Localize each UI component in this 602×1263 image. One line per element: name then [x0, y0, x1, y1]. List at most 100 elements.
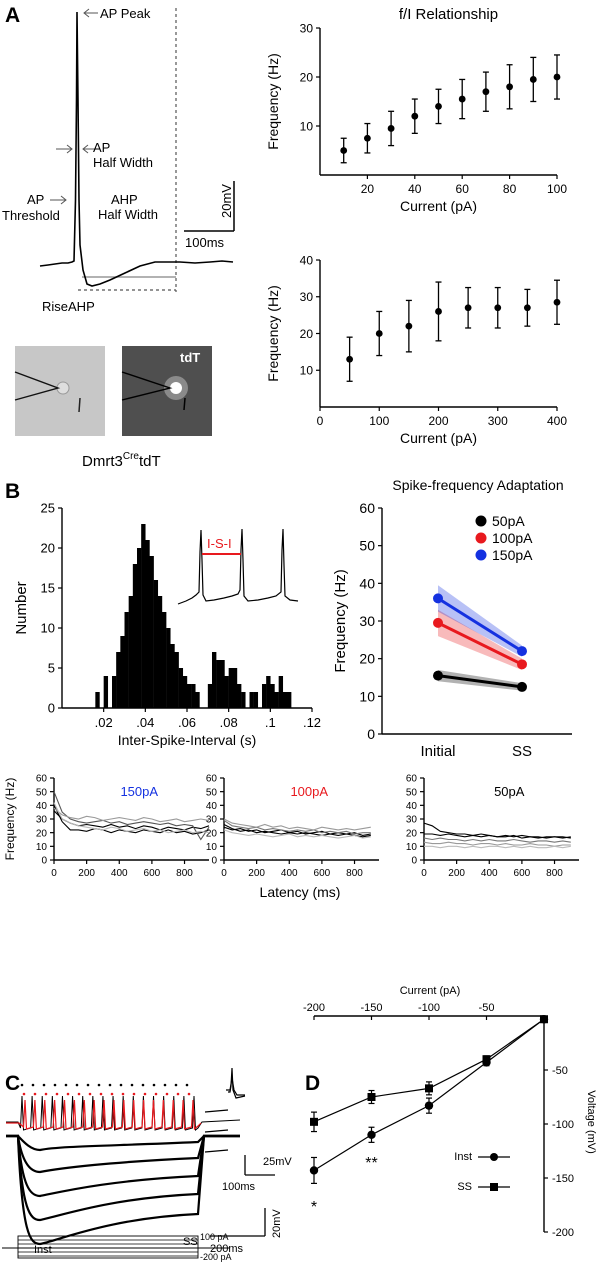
- spike-dot-red: [121, 1092, 125, 1096]
- voltage-traces-panel: 25mV 100ms 20mV 200ms SS Inst 100 pA -200…: [2, 1067, 292, 1262]
- y-tick-label: 0: [48, 701, 55, 716]
- series-point: [433, 593, 443, 604]
- spike-dot-red: [176, 1092, 180, 1096]
- hyperpolarizing-trace: [6, 1134, 240, 1152]
- brightfield-image: [14, 346, 105, 436]
- x-tick-label: 80: [503, 182, 517, 196]
- x-tick-label: 200: [448, 868, 465, 879]
- x-tick-label: -150: [360, 1002, 382, 1014]
- y-tick-label: 20: [36, 828, 48, 839]
- y-tick-label: 60: [406, 774, 418, 785]
- histogram-bar: [141, 524, 146, 708]
- latency-chart-title: 50pA: [494, 784, 525, 799]
- histogram-bar: [237, 684, 242, 708]
- spike-dot-red: [165, 1092, 169, 1096]
- iv-point-ss: [310, 1117, 318, 1126]
- legend-marker: [490, 1183, 498, 1191]
- iv-point-ss: [540, 1015, 548, 1024]
- legend-label: SS: [457, 1181, 472, 1193]
- histogram-bar: [149, 556, 154, 708]
- spike-dot-black: [152, 1083, 156, 1087]
- series-line: [437, 621, 523, 666]
- spike-dot-black: [86, 1083, 90, 1087]
- latency-trace: [223, 829, 371, 839]
- histogram-bar: [253, 692, 259, 708]
- y-tick-label: 5: [48, 661, 55, 676]
- x-tick-label: -100: [418, 1002, 440, 1014]
- x-tick-label: .08: [220, 715, 238, 730]
- data-point: [375, 330, 383, 337]
- y-tick-label: 60: [206, 774, 218, 785]
- x-tick-label: 600: [514, 868, 531, 879]
- spike-dot-red: [132, 1092, 136, 1096]
- adaptation-chart: 0 10 20 30 40 50 60 Initial SS Frequency (Hz) Spik…: [332, 477, 572, 760]
- scale-20mv-label: 20mV: [219, 184, 234, 218]
- isi-inset-label: I-S-I: [207, 536, 232, 551]
- x-tick-label: 200: [428, 414, 448, 428]
- y-tick-label: 0: [411, 856, 417, 867]
- histogram-bar: [278, 676, 284, 708]
- histogram-bar: [182, 676, 188, 708]
- x-axis-label: Current (pA): [400, 198, 477, 214]
- chart-title: Spike-frequency Adaptation: [392, 477, 563, 493]
- scale-100ms-c-label: 100ms: [222, 1181, 256, 1193]
- panel-label-c: C: [5, 1072, 20, 1095]
- x-tick-label: .12: [303, 715, 321, 730]
- latency-trace: [53, 802, 210, 834]
- histogram-bar: [157, 596, 163, 708]
- data-point: [529, 76, 537, 83]
- data-point: [464, 304, 472, 312]
- latency-trace: [424, 845, 571, 849]
- data-point: [553, 298, 561, 306]
- step-bottom-label: -200 pA: [200, 1252, 232, 1262]
- ap-trace-diagram: AP Peak AP Half Width AP Threshold AHP H…: [2, 6, 235, 314]
- x-tick-label: .02: [95, 715, 113, 730]
- fi-chart-2: 0 100 200 300 400 10 20 30 40 Current (pA) Frequen…: [265, 253, 567, 446]
- spike-dot-red: [143, 1092, 147, 1096]
- rise-ahp-label: RiseAHP: [42, 299, 95, 314]
- latency-y-label: Frequency (Hz): [3, 778, 17, 861]
- y-axis-label: Frequency (Hz): [332, 569, 349, 672]
- histogram-bar: [212, 652, 217, 708]
- x-tick-label: 200: [78, 868, 95, 879]
- histogram-bar: [132, 564, 138, 708]
- y-tick-label: 20: [41, 541, 55, 556]
- y-tick-label: 10: [206, 842, 218, 853]
- latency-trace: [423, 822, 571, 839]
- spike-dot-red: [33, 1092, 37, 1096]
- ap-half-width-label-2: Half Width: [93, 155, 153, 170]
- spike-markers: [20, 1083, 191, 1096]
- spike-dot-black: [42, 1083, 46, 1087]
- iv-point-inst: [424, 1101, 434, 1110]
- isi-histogram: .02 .04 .06 .08 .1 .12 0 5 10 15 20 25 Inter-Spike-I…: [13, 501, 321, 748]
- histogram-bar: [128, 596, 134, 708]
- histogram-bar: [187, 684, 192, 708]
- histogram-bar: [266, 676, 271, 708]
- histogram-bar: [116, 652, 121, 708]
- spike-dot-red: [187, 1092, 191, 1096]
- iv-point-ss: [482, 1055, 491, 1064]
- histogram-bar: [174, 652, 179, 708]
- x-tick-label: 800: [346, 868, 363, 879]
- x-tick-label: 20: [361, 182, 375, 196]
- x-tick-label: 400: [111, 868, 128, 879]
- y-tick-label: 10: [36, 842, 48, 853]
- series-point: [433, 670, 443, 681]
- latency-trace: [53, 807, 210, 823]
- histogram-bar: [216, 660, 221, 708]
- y-tick-label: 40: [406, 801, 418, 812]
- histogram-bar: [120, 636, 125, 708]
- y-tick-label: 25: [41, 501, 55, 516]
- y-tick-label: 30: [300, 290, 314, 304]
- y-tick-label: -50: [552, 1065, 568, 1077]
- y-tick-label: 60: [36, 774, 48, 785]
- latency-trace: [423, 841, 571, 847]
- x-tick-label: 300: [488, 414, 508, 428]
- panel-label-b: B: [5, 480, 20, 503]
- y-tick-label: 10: [41, 621, 55, 636]
- ss-label: SS: [183, 1236, 198, 1248]
- spike-dot-red: [99, 1092, 103, 1096]
- spike-dot-black: [185, 1083, 189, 1087]
- data-point: [523, 304, 531, 312]
- histogram-bar: [166, 628, 171, 708]
